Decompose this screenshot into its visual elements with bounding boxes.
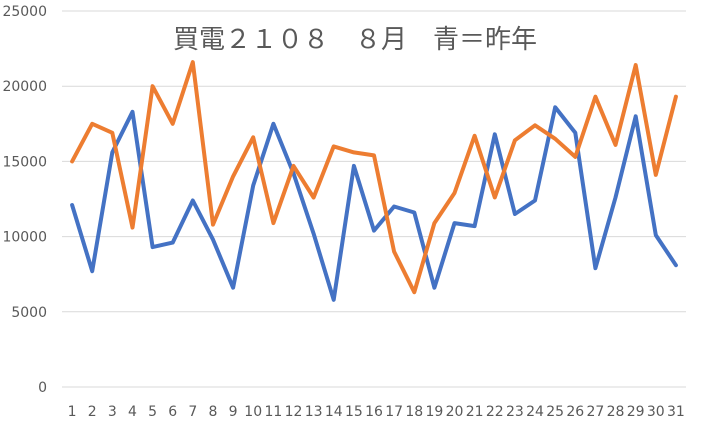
- x-tick-label: 13: [305, 404, 323, 420]
- y-tick-label: 20000: [2, 79, 47, 95]
- x-tick-label: 29: [627, 404, 645, 420]
- series-lines: [70, 60, 678, 302]
- x-tick-label: 14: [325, 404, 343, 420]
- x-tick-label: 24: [526, 404, 544, 420]
- x-tick-label: 26: [566, 404, 584, 420]
- y-axis-tick-labels: 0 5000 10000 15000 20000 25000: [2, 4, 47, 396]
- x-tick-label: 4: [128, 404, 137, 420]
- x-tick-label: 25: [546, 404, 564, 420]
- x-tick-label: 20: [446, 404, 464, 420]
- x-tick-label: 3: [108, 404, 117, 420]
- x-tick-label: 28: [607, 404, 625, 420]
- x-tick-label: 17: [385, 404, 403, 420]
- x-tick-label: 2: [88, 404, 97, 420]
- x-tick-label: 6: [168, 404, 177, 420]
- x-tick-label: 9: [229, 404, 238, 420]
- y-tick-label: 15000: [2, 154, 47, 170]
- x-tick-label: 31: [667, 404, 685, 420]
- x-tick-label: 21: [466, 404, 484, 420]
- x-tick-label: 5: [148, 404, 157, 420]
- x-tick-label: 11: [264, 404, 282, 420]
- x-tick-label: 7: [188, 404, 197, 420]
- x-tick-label: 1: [68, 404, 77, 420]
- x-tick-label: 10: [244, 404, 262, 420]
- x-tick-label: 18: [405, 404, 423, 420]
- y-tick-label: 10000: [2, 230, 47, 246]
- y-tick-label: 25000: [2, 4, 47, 20]
- series-line-2: [70, 60, 678, 295]
- x-tick-label: 15: [345, 404, 363, 420]
- gridlines: [62, 10, 686, 388]
- chart-title: 買電２１０８ ８月 青＝昨年: [173, 25, 537, 55]
- y-tick-label: 0: [38, 380, 47, 396]
- x-tick-label: 27: [587, 404, 605, 420]
- x-tick-label: 19: [425, 404, 443, 420]
- x-tick-label: 12: [285, 404, 303, 420]
- x-tick-label: 30: [647, 404, 665, 420]
- x-tick-label: 23: [506, 404, 524, 420]
- x-tick-label: 16: [365, 404, 383, 420]
- x-axis-tick-labels: 1 2 3 4 5 6 7 8 9 10 11 12 13 14 15 16 17 18 19 20 21 22 23 24 2…: [68, 404, 685, 420]
- series-line-1: [70, 105, 678, 302]
- y-tick-label: 5000: [11, 305, 47, 321]
- x-tick-label: 8: [209, 404, 218, 420]
- x-tick-label: 22: [486, 404, 504, 420]
